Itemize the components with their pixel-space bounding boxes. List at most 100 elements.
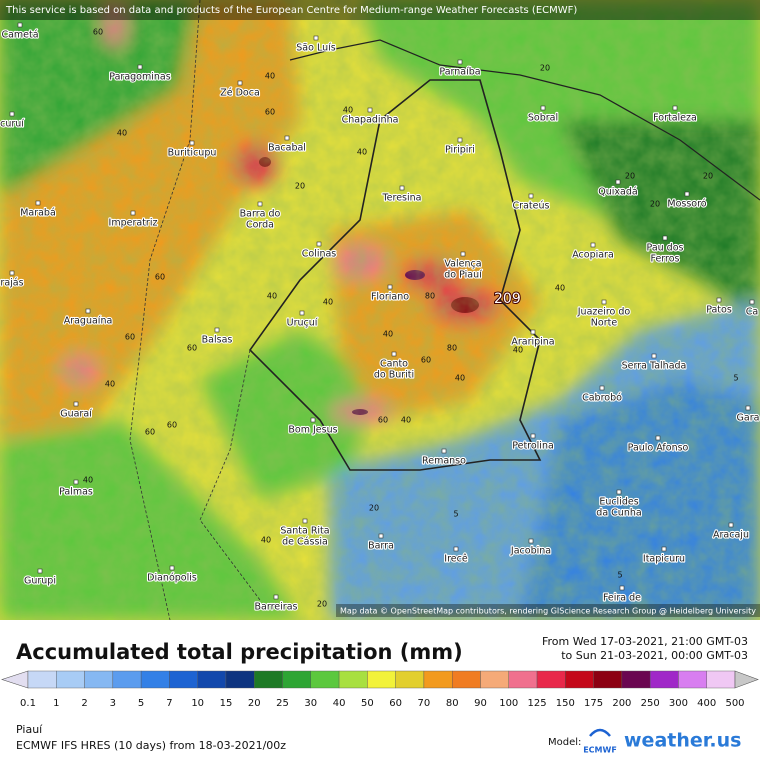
contour-label: 40 [117, 129, 127, 138]
scale-label: 60 [389, 698, 402, 709]
city-marker [237, 80, 243, 86]
contour-label: 20 [650, 200, 660, 209]
city-name: Guaraí [60, 409, 92, 420]
contour-label: 40 [513, 346, 523, 355]
city-marker [378, 533, 384, 539]
scale-label: 150 [556, 698, 575, 709]
city-name: de Cássia [282, 537, 328, 548]
city-marker [749, 299, 755, 305]
city-name: Teresina [381, 193, 421, 204]
scale-swatch [27, 670, 57, 689]
city-name: Paulo Afonso [628, 443, 689, 454]
city-marker [257, 201, 263, 207]
city-name: Fortaleza [653, 113, 697, 124]
contour-label: 40 [265, 72, 275, 81]
contour-label: 40 [555, 284, 565, 293]
contour-label: 20 [540, 64, 550, 73]
city-marker [651, 353, 657, 359]
city-name: Araripina [511, 337, 554, 348]
contour-label: 40 [267, 292, 277, 301]
city-marker [9, 111, 15, 117]
city-name: do Buriti [374, 370, 414, 381]
scale-swatch [593, 670, 623, 689]
scale-label: 50 [361, 698, 374, 709]
city-name: Chapadinha [342, 115, 399, 126]
scale-label: 200 [612, 698, 631, 709]
region-name: Piauí [16, 723, 43, 736]
contour-label: 40 [455, 374, 465, 383]
scale-swatch [423, 670, 453, 689]
city-name: Cametá [1, 30, 38, 41]
scale-swatch [112, 670, 142, 689]
contour-label: 20 [703, 172, 713, 181]
scale-label: 100 [499, 698, 518, 709]
scale-swatch [678, 670, 707, 689]
model-label: Model: [548, 737, 581, 748]
city-marker [716, 297, 722, 303]
city-name: Gurupi [24, 576, 56, 587]
contour-label: 60 [187, 344, 197, 353]
scale-label: 125 [527, 698, 546, 709]
scale-swatch [452, 670, 481, 689]
scale-label: 40 [333, 698, 346, 709]
scale-label: 30 [304, 698, 317, 709]
scale-arrow-high [734, 670, 759, 689]
contour-label: 20 [317, 600, 327, 609]
city-marker [273, 594, 279, 600]
city-name: Barra [368, 541, 394, 552]
city-marker [457, 137, 463, 143]
contour-label: 60 [167, 421, 177, 430]
city-name: Parnaíba [439, 67, 480, 78]
scale-label: 25 [276, 698, 289, 709]
scale-swatch [310, 670, 340, 689]
contour-label: 20 [369, 504, 379, 513]
scale-swatch [254, 670, 283, 689]
contour-labels: 60 40 20 40 60 40 40 20 60 40 60 40 60 80 80 60 40 40 60 60… [83, 28, 739, 609]
city-name: rajás [0, 278, 23, 289]
city-name: Buriticupu [168, 148, 217, 159]
city-name: Crateús [513, 201, 550, 212]
map-attribution: Map data © OpenStreetMap contributors, r… [340, 607, 756, 616]
contour-label: 40 [401, 416, 411, 425]
city-name: Zé Doca [220, 88, 260, 99]
city-marker [590, 242, 596, 248]
precip-map: Cametá São Luís Paragominas Parnaíba Zé Doca… [0, 0, 760, 620]
scale-label: 90 [474, 698, 487, 709]
scale-swatch [480, 670, 509, 689]
city-name: Santa Rita [280, 526, 329, 537]
max-value-label: 209 [494, 291, 521, 307]
city-marker [601, 299, 607, 305]
period-start: From Wed 17-03-2021, 21:00 GMT-03 [542, 635, 748, 648]
city-marker [399, 185, 405, 191]
legend-title: Accumulated total precipitation (mm) [16, 640, 463, 664]
contour-label: 60 [125, 333, 135, 342]
city-marker [17, 22, 23, 28]
city-name: Barra do [240, 209, 281, 220]
contour-label: 40 [83, 476, 93, 485]
city-marker [302, 518, 308, 524]
city-name: do Piauí [444, 270, 482, 281]
model-run: ECMWF IFS HRES (10 days) from 18-03-2021… [16, 739, 286, 752]
city-marker [85, 308, 91, 314]
scale-label: 175 [584, 698, 603, 709]
city-name: Itapicuru [643, 554, 685, 565]
city-marker [655, 435, 661, 441]
city-name: Canto [380, 359, 408, 370]
city-name: Piripiri [445, 145, 475, 156]
city-name: Dianópolis [147, 573, 197, 584]
scale-swatch [649, 670, 679, 689]
scale-swatch [706, 670, 736, 689]
contour-label: 60 [378, 416, 388, 425]
city-marker [387, 284, 393, 290]
city-marker [599, 385, 605, 391]
city-name: Irecê [444, 554, 468, 565]
period-end: to Sun 21-03-2021, 00:00 GMT-03 [561, 649, 748, 662]
city-marker [528, 538, 534, 544]
city-labels: Cametá São Luís Paragominas Parnaíba Zé Doca… [0, 22, 760, 614]
contour-label: 60 [145, 428, 155, 437]
scale-label: 500 [725, 698, 744, 709]
scale-label: 15 [220, 698, 233, 709]
city-marker [367, 107, 373, 113]
scale-label: 0.1 [20, 698, 36, 709]
scale-swatch [395, 670, 425, 689]
